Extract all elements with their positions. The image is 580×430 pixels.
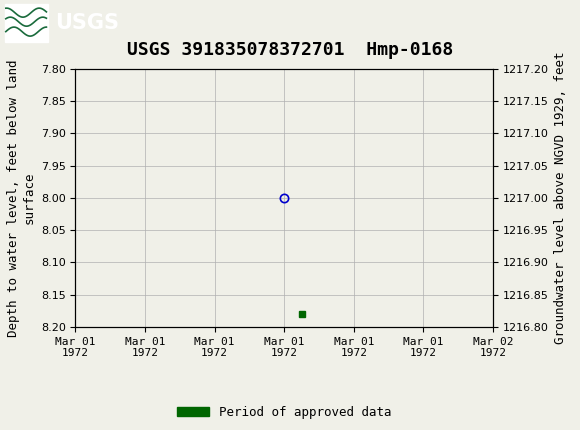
Bar bbox=[5, 3, 48, 42]
Text: USGS: USGS bbox=[55, 12, 119, 33]
Legend: Period of approved data: Period of approved data bbox=[172, 401, 396, 424]
Y-axis label: Groundwater level above NGVD 1929, feet: Groundwater level above NGVD 1929, feet bbox=[554, 52, 567, 344]
Text: USGS 391835078372701  Hmp-0168: USGS 391835078372701 Hmp-0168 bbox=[127, 41, 453, 59]
Y-axis label: Depth to water level, feet below land
surface: Depth to water level, feet below land su… bbox=[7, 59, 35, 337]
